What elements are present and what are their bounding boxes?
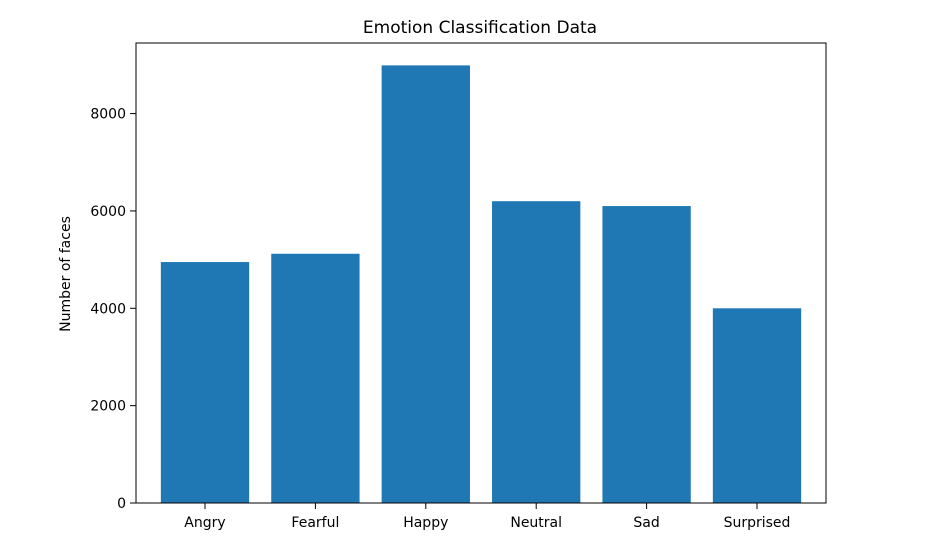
y-axis-label: Number of faces — [58, 216, 74, 332]
y-tick-label: 0 — [117, 496, 126, 512]
bar-neutral — [492, 201, 581, 503]
y-tick-label: 2000 — [90, 399, 126, 415]
x-tick-label-surprised: Surprised — [724, 515, 791, 531]
x-tick-label-angry: Angry — [184, 515, 225, 531]
bar-fearful — [271, 253, 360, 503]
x-tick-label-fearful: Fearful — [291, 515, 339, 531]
y-tick-label: 6000 — [90, 204, 126, 220]
bar-happy — [381, 65, 470, 503]
chart-title: Emotion Classification Data — [363, 18, 597, 38]
x-axis-ticks: Angry Fearful Happy Neutral Sad Surprised — [184, 503, 790, 531]
y-tick-label: 4000 — [90, 301, 126, 317]
bar-surprised — [712, 308, 802, 503]
x-tick-label-neutral: Neutral — [510, 515, 562, 531]
y-tick-label: 8000 — [90, 107, 126, 123]
bars-group — [160, 65, 802, 503]
bar-sad — [602, 206, 691, 503]
bar-angry — [160, 262, 250, 503]
x-tick-label-happy: Happy — [403, 515, 448, 531]
plot-frame — [135, 42, 827, 504]
y-axis-ticks: 0 2000 4000 6000 8000 — [90, 107, 136, 512]
x-tick-label-sad: Sad — [633, 515, 659, 531]
